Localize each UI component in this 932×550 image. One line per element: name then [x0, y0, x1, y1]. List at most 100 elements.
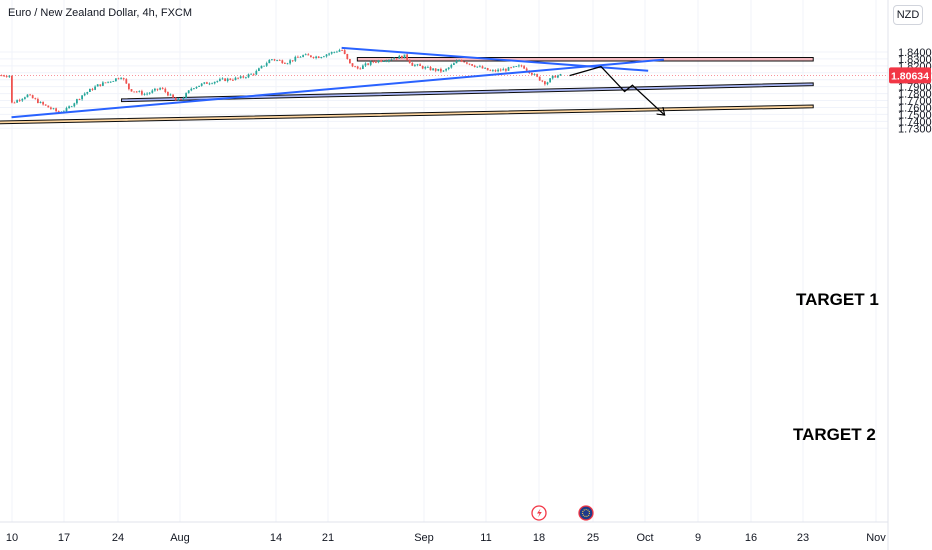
candle — [252, 73, 255, 76]
candle-body — [338, 50, 341, 52]
candle — [174, 97, 177, 101]
candle — [486, 67, 489, 71]
candle-body — [520, 65, 523, 67]
candle-body — [533, 74, 536, 75]
candle-body — [291, 60, 294, 62]
candle-body — [167, 91, 169, 96]
candle-body — [89, 88, 91, 92]
candle-body — [512, 66, 515, 68]
candle — [42, 101, 44, 106]
events-icon[interactable] — [531, 505, 547, 521]
candle — [291, 60, 294, 63]
current-price-text: 1.80634 — [891, 70, 929, 82]
candle-body — [185, 93, 187, 98]
candle — [86, 91, 89, 95]
candle-body — [523, 66, 525, 69]
candle — [177, 97, 180, 101]
candle-body — [395, 58, 398, 60]
candle-body — [307, 54, 310, 56]
price-axis[interactable]: 1.840001.830001.820001.810001.800001.790… — [889, 47, 932, 135]
candle-body — [219, 79, 221, 81]
candle-body — [182, 97, 185, 99]
candle-body — [133, 91, 135, 93]
candle — [323, 55, 325, 58]
candle — [362, 64, 364, 70]
price-tick-label: 1.78000 — [898, 89, 932, 101]
candle — [492, 69, 494, 73]
candle-body — [221, 78, 224, 80]
price-tick-label: 1.77000 — [898, 96, 932, 108]
candle — [234, 76, 237, 81]
candle — [330, 51, 333, 55]
candle-body — [50, 107, 52, 109]
candle-body — [507, 67, 510, 71]
candle-body — [169, 94, 172, 96]
candle-body — [78, 99, 81, 100]
candle — [286, 62, 289, 65]
resistance-zone — [356, 57, 814, 62]
candle-body — [432, 68, 434, 71]
candle — [297, 55, 299, 58]
candle-body — [70, 106, 73, 108]
candle — [512, 66, 515, 68]
time-tick-label: 11 — [480, 532, 491, 544]
candle — [515, 66, 518, 68]
candle — [91, 87, 94, 91]
candle-body — [286, 63, 289, 65]
time-tick-label: 9 — [695, 532, 701, 544]
candle — [70, 105, 73, 108]
candle — [531, 72, 533, 76]
candle-body — [96, 84, 99, 87]
price-tick-label: 1.79000 — [898, 82, 932, 94]
candle-body — [278, 60, 281, 61]
candle-body — [138, 91, 141, 92]
candle-body — [473, 65, 476, 68]
candle-body — [497, 69, 499, 72]
candle — [211, 82, 213, 85]
candle-body — [42, 101, 44, 105]
candle — [81, 95, 83, 101]
candle — [258, 67, 260, 72]
candle-body — [83, 93, 86, 96]
candle — [242, 75, 245, 79]
candle-body — [146, 93, 148, 95]
candle — [8, 75, 11, 78]
candle — [468, 63, 471, 66]
candle-body — [343, 50, 346, 55]
candle-body — [557, 75, 559, 78]
candle-body — [518, 65, 520, 67]
candle-body — [349, 58, 351, 64]
candle-body — [424, 67, 427, 69]
candle — [120, 76, 122, 80]
candle — [328, 52, 330, 56]
candle — [26, 94, 29, 98]
candle-body — [546, 82, 549, 85]
candle — [336, 50, 338, 53]
eu-flag-icon[interactable] — [578, 505, 594, 521]
candle-body — [536, 74, 538, 77]
time-tick-label: 16 — [745, 532, 757, 544]
candle — [78, 98, 81, 101]
candle-body — [159, 88, 161, 90]
currency-selector[interactable]: NZD — [893, 5, 923, 25]
time-axis[interactable]: 10 17 24 Aug 14 21 Sep 11 18 25 Oct 9 16 23 Nov — [6, 532, 886, 544]
candle — [16, 99, 18, 103]
target-2-label: TARGET 2 — [793, 425, 876, 444]
candle-body — [390, 59, 393, 61]
candle-body — [198, 85, 200, 87]
candle — [320, 56, 323, 59]
candle — [143, 92, 146, 96]
candle-body — [115, 78, 117, 82]
candle — [377, 59, 380, 64]
candle-body — [304, 54, 307, 56]
candle — [421, 65, 424, 70]
candle — [265, 61, 268, 68]
candle — [536, 73, 538, 78]
candle-body — [13, 102, 16, 104]
candle-body — [484, 67, 486, 69]
candle — [21, 98, 24, 102]
candle — [284, 62, 286, 64]
candle — [68, 105, 70, 109]
candle — [507, 66, 510, 71]
